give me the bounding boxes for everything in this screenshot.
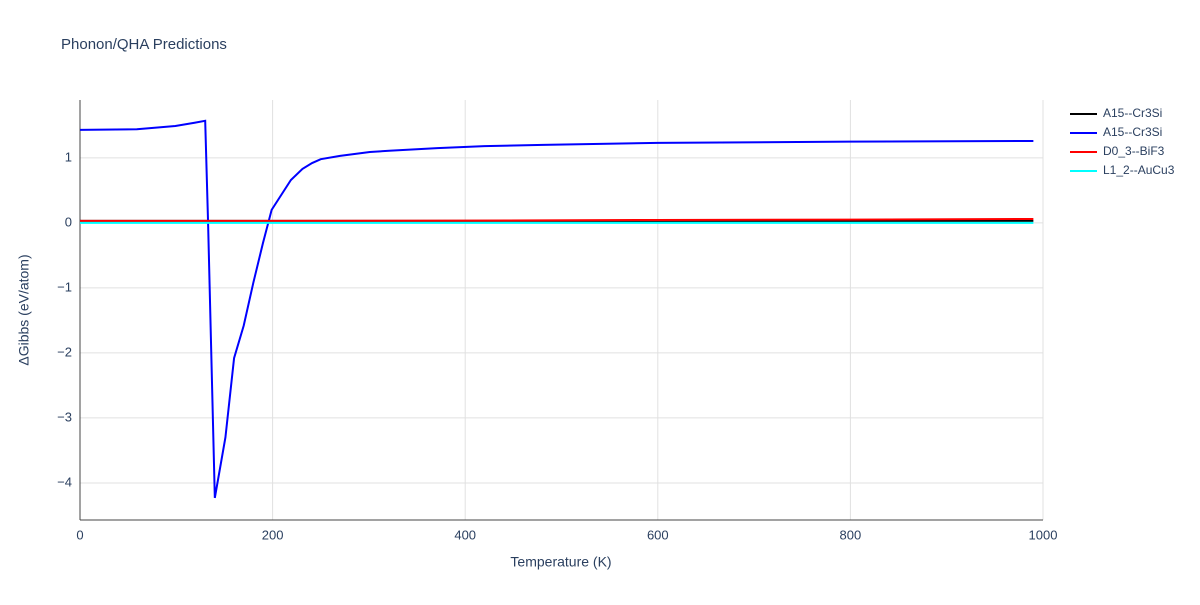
chart-title: Phonon/QHA Predictions	[61, 36, 227, 53]
x-tick-label: 1000	[1029, 527, 1058, 542]
y-axis-label: ΔGibbs (eV/atom)	[16, 254, 32, 365]
legend-label: D0_3--BiF3	[1103, 144, 1165, 158]
y-tick-label: 1	[65, 149, 72, 164]
line-series	[80, 217, 1034, 222]
y-tick-label: −4	[57, 474, 72, 489]
legend-label: A15--Cr3Si	[1103, 125, 1162, 139]
x-axis-label: Temperature (K)	[510, 554, 611, 570]
x-tick-label: 600	[647, 527, 669, 542]
x-tick-label: 0	[76, 527, 83, 542]
x-tick-label: 400	[454, 527, 476, 542]
y-tick-label: −2	[57, 344, 72, 359]
y-tick-label: −1	[57, 279, 72, 294]
y-tick-label: 0	[65, 214, 72, 229]
y-tick-label: −3	[57, 409, 72, 424]
x-tick-label: 800	[840, 527, 862, 542]
x-tick-label: 200	[262, 527, 284, 542]
legend-label: L1_2--AuCu3	[1103, 163, 1175, 177]
legend-label: A15--Cr3Si	[1103, 106, 1162, 120]
line-series	[79, 119, 1034, 499]
